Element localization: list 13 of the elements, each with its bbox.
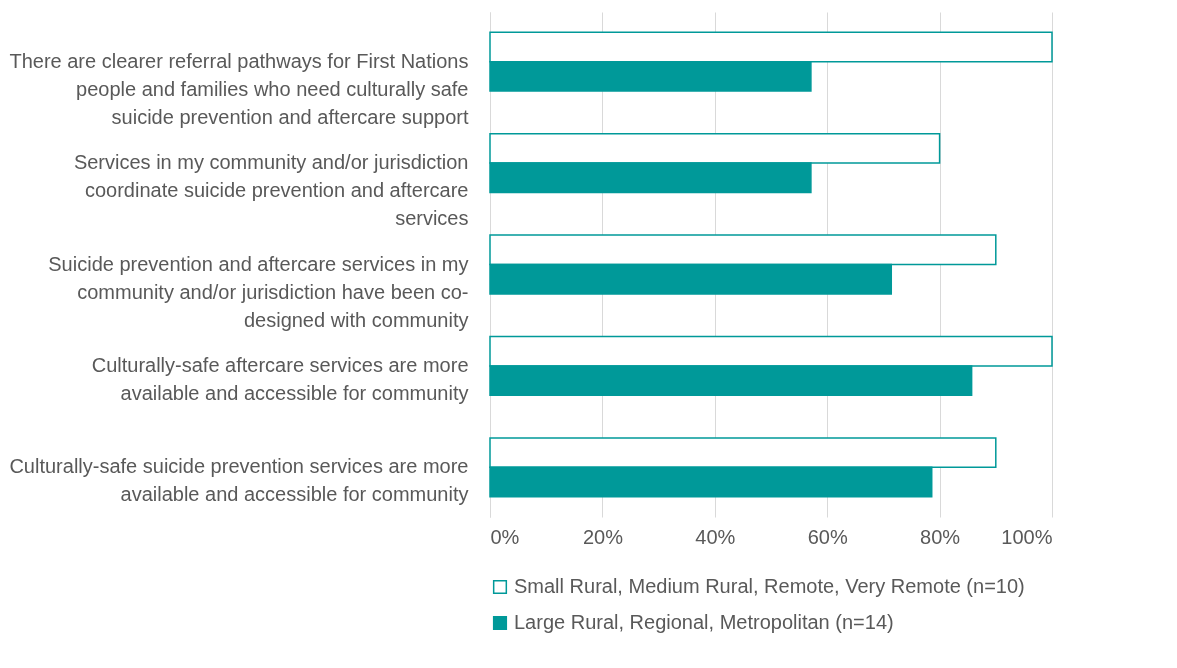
x-tick-label: 0% [490,525,520,548]
y-tick-label: There are clearer referral pathways for First Nations people and families who need culturally safe suicide prevention and aftercare support [9,49,469,128]
y-tick-label: Services in my community and/or jurisdiction coordinate suicide prevention and aftercare services [73,151,469,230]
x-tick-label: 60% [807,525,848,548]
legend-label: Large Rural, Regional, Metropolitan (n=14) [514,611,894,633]
x-tick-label: 80% [920,525,961,548]
x-tick-label: 40% [695,525,736,548]
y-tick-label: Suicide prevention and aftercare services in my community and/or jurisdiction have been co- designed with community [48,252,469,331]
x-tick-label: 20% [582,525,624,548]
legend-label: Small Rural, Medium Rural, Remote, Very Remote (n=10) [514,575,1025,597]
x-tick-label: 100% [1001,525,1053,548]
y-tick-label: Culturally-safe aftercare services are more available and accessible for community [91,353,469,404]
y-tick-label: Culturally-safe suicide prevention services are more available and accessible for community [9,455,469,506]
